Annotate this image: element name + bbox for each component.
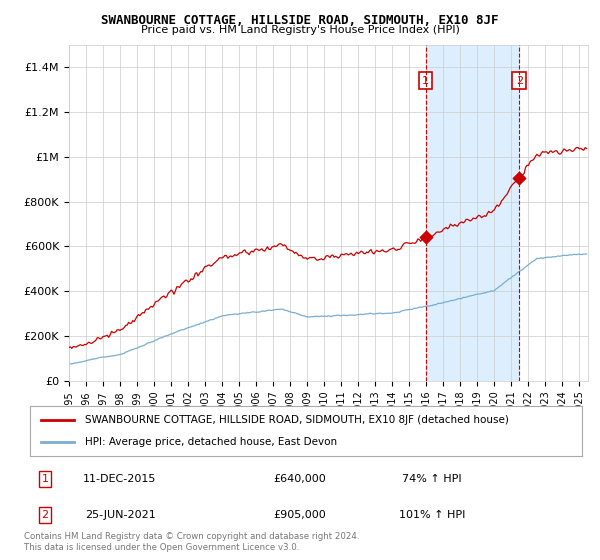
Text: SWANBOURNE COTTAGE, HILLSIDE ROAD, SIDMOUTH, EX10 8JF (detached house): SWANBOURNE COTTAGE, HILLSIDE ROAD, SIDMO… [85,415,509,425]
Text: 25-JUN-2021: 25-JUN-2021 [85,510,155,520]
Text: £905,000: £905,000 [274,510,326,520]
Bar [425,45,519,381]
Text: 2: 2 [515,76,523,86]
Text: Contains HM Land Registry data © Crown copyright and database right 2024.
This d: Contains HM Land Registry data © Crown c… [24,532,359,552]
Text: 1: 1 [41,474,49,484]
Text: 74% ↑ HPI: 74% ↑ HPI [402,474,462,484]
Text: £640,000: £640,000 [274,474,326,484]
Text: 1: 1 [422,76,429,86]
Point [514,174,524,183]
Text: 2: 2 [41,510,49,520]
Point [421,233,430,242]
Text: SWANBOURNE COTTAGE, HILLSIDE ROAD, SIDMOUTH, EX10 8JF: SWANBOURNE COTTAGE, HILLSIDE ROAD, SIDMO… [101,14,499,27]
Text: Price paid vs. HM Land Registry's House Price Index (HPI): Price paid vs. HM Land Registry's House … [140,25,460,35]
Text: 11-DEC-2015: 11-DEC-2015 [83,474,157,484]
Text: 101% ↑ HPI: 101% ↑ HPI [399,510,465,520]
Text: HPI: Average price, detached house, East Devon: HPI: Average price, detached house, East… [85,437,337,447]
